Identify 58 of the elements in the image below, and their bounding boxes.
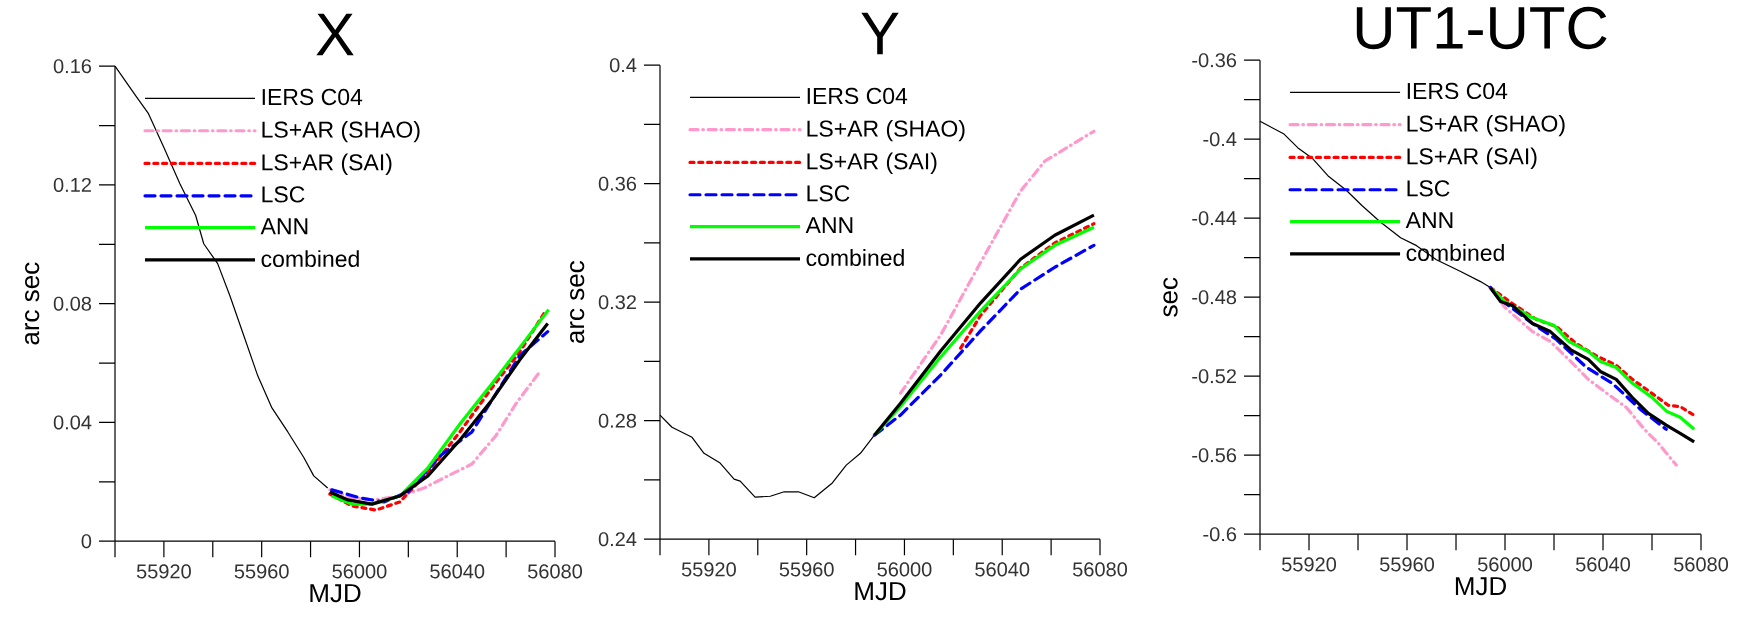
y-axis-title: arc sec bbox=[570, 260, 585, 343]
x-tick-label: 55920 bbox=[681, 562, 736, 577]
legend-label: LS+AR (SAI) bbox=[1407, 147, 1537, 169]
y-tick-label: 0 bbox=[81, 534, 92, 549]
x-tick-label: 55920 bbox=[1282, 557, 1337, 572]
legend-label: LSC bbox=[262, 186, 305, 203]
x-tick-label: 56000 bbox=[877, 562, 932, 577]
x-tick-label: 56080 bbox=[528, 564, 583, 579]
y-tick-label: 0.12 bbox=[53, 177, 91, 192]
y-tick-label: 0.32 bbox=[598, 295, 636, 310]
x-axis-title: MJD bbox=[855, 582, 906, 601]
legend-label: IERS C04 bbox=[262, 88, 363, 106]
y-tick-label: 0.08 bbox=[53, 296, 92, 311]
chart-title: X bbox=[316, 13, 354, 56]
legend-label: LS+AR (SHAO) bbox=[262, 120, 420, 143]
x-tick-label: 56040 bbox=[430, 564, 485, 579]
legend-label: ANN bbox=[805, 217, 853, 233]
y-tick-label: 0.36 bbox=[598, 176, 637, 191]
y-axis-title: sec bbox=[1163, 277, 1178, 317]
legend-label: combined bbox=[806, 249, 904, 266]
legend-label: combined bbox=[261, 250, 359, 267]
y-tick-label: -0.36 bbox=[1192, 53, 1237, 68]
x-tick-label: 56000 bbox=[332, 564, 387, 579]
legend-label: IERS C04 bbox=[1407, 82, 1508, 100]
x-tick-label: 55960 bbox=[1380, 557, 1435, 572]
y-tick-label: 0.24 bbox=[598, 532, 637, 547]
y-axis-title: arc sec bbox=[25, 262, 40, 345]
x-tick-label: 56040 bbox=[1576, 557, 1631, 572]
x-tick-label: 56040 bbox=[975, 562, 1030, 577]
legend-label: LS+AR (SHAO) bbox=[1407, 114, 1565, 137]
legend-label: LSC bbox=[807, 185, 850, 202]
x-axis-title: MJD bbox=[1455, 577, 1506, 596]
chart-title: Y bbox=[861, 12, 899, 55]
legend-label: LS+AR (SAI) bbox=[262, 153, 392, 175]
x-tick-label: 56080 bbox=[1073, 562, 1128, 577]
x-axis-title: MJD bbox=[310, 584, 361, 603]
legend-label: LS+AR (SAI) bbox=[807, 152, 937, 174]
y-tick-label: -0.6 bbox=[1203, 527, 1237, 542]
y-tick-label: -0.4 bbox=[1203, 132, 1237, 147]
x-tick-label: 56080 bbox=[1674, 557, 1729, 572]
x-tick-label: 55960 bbox=[779, 562, 834, 577]
legend-label: ANN bbox=[1405, 212, 1453, 229]
legend-label: LSC bbox=[1407, 180, 1450, 197]
legend-label: ANN bbox=[260, 218, 308, 235]
y-tick-label: 0.16 bbox=[53, 59, 92, 74]
x-tick-label: 55920 bbox=[136, 564, 191, 579]
y-tick-label: -0.52 bbox=[1192, 369, 1236, 384]
y-tick-label: 0.28 bbox=[598, 413, 637, 428]
legend-label: LS+AR (SHAO) bbox=[807, 119, 965, 142]
y-tick-label: -0.48 bbox=[1192, 290, 1237, 305]
y-tick-label: -0.56 bbox=[1192, 448, 1237, 463]
x-tick-label: 55960 bbox=[234, 564, 289, 579]
y-tick-label: -0.44 bbox=[1192, 211, 1237, 226]
y-tick-label: 0.4 bbox=[609, 58, 637, 73]
y-tick-label: 0.04 bbox=[53, 415, 92, 430]
chart-title: UT1-UTC bbox=[1356, 6, 1607, 50]
x-tick-label: 56000 bbox=[1478, 557, 1533, 572]
legend-label: IERS C04 bbox=[807, 87, 908, 105]
